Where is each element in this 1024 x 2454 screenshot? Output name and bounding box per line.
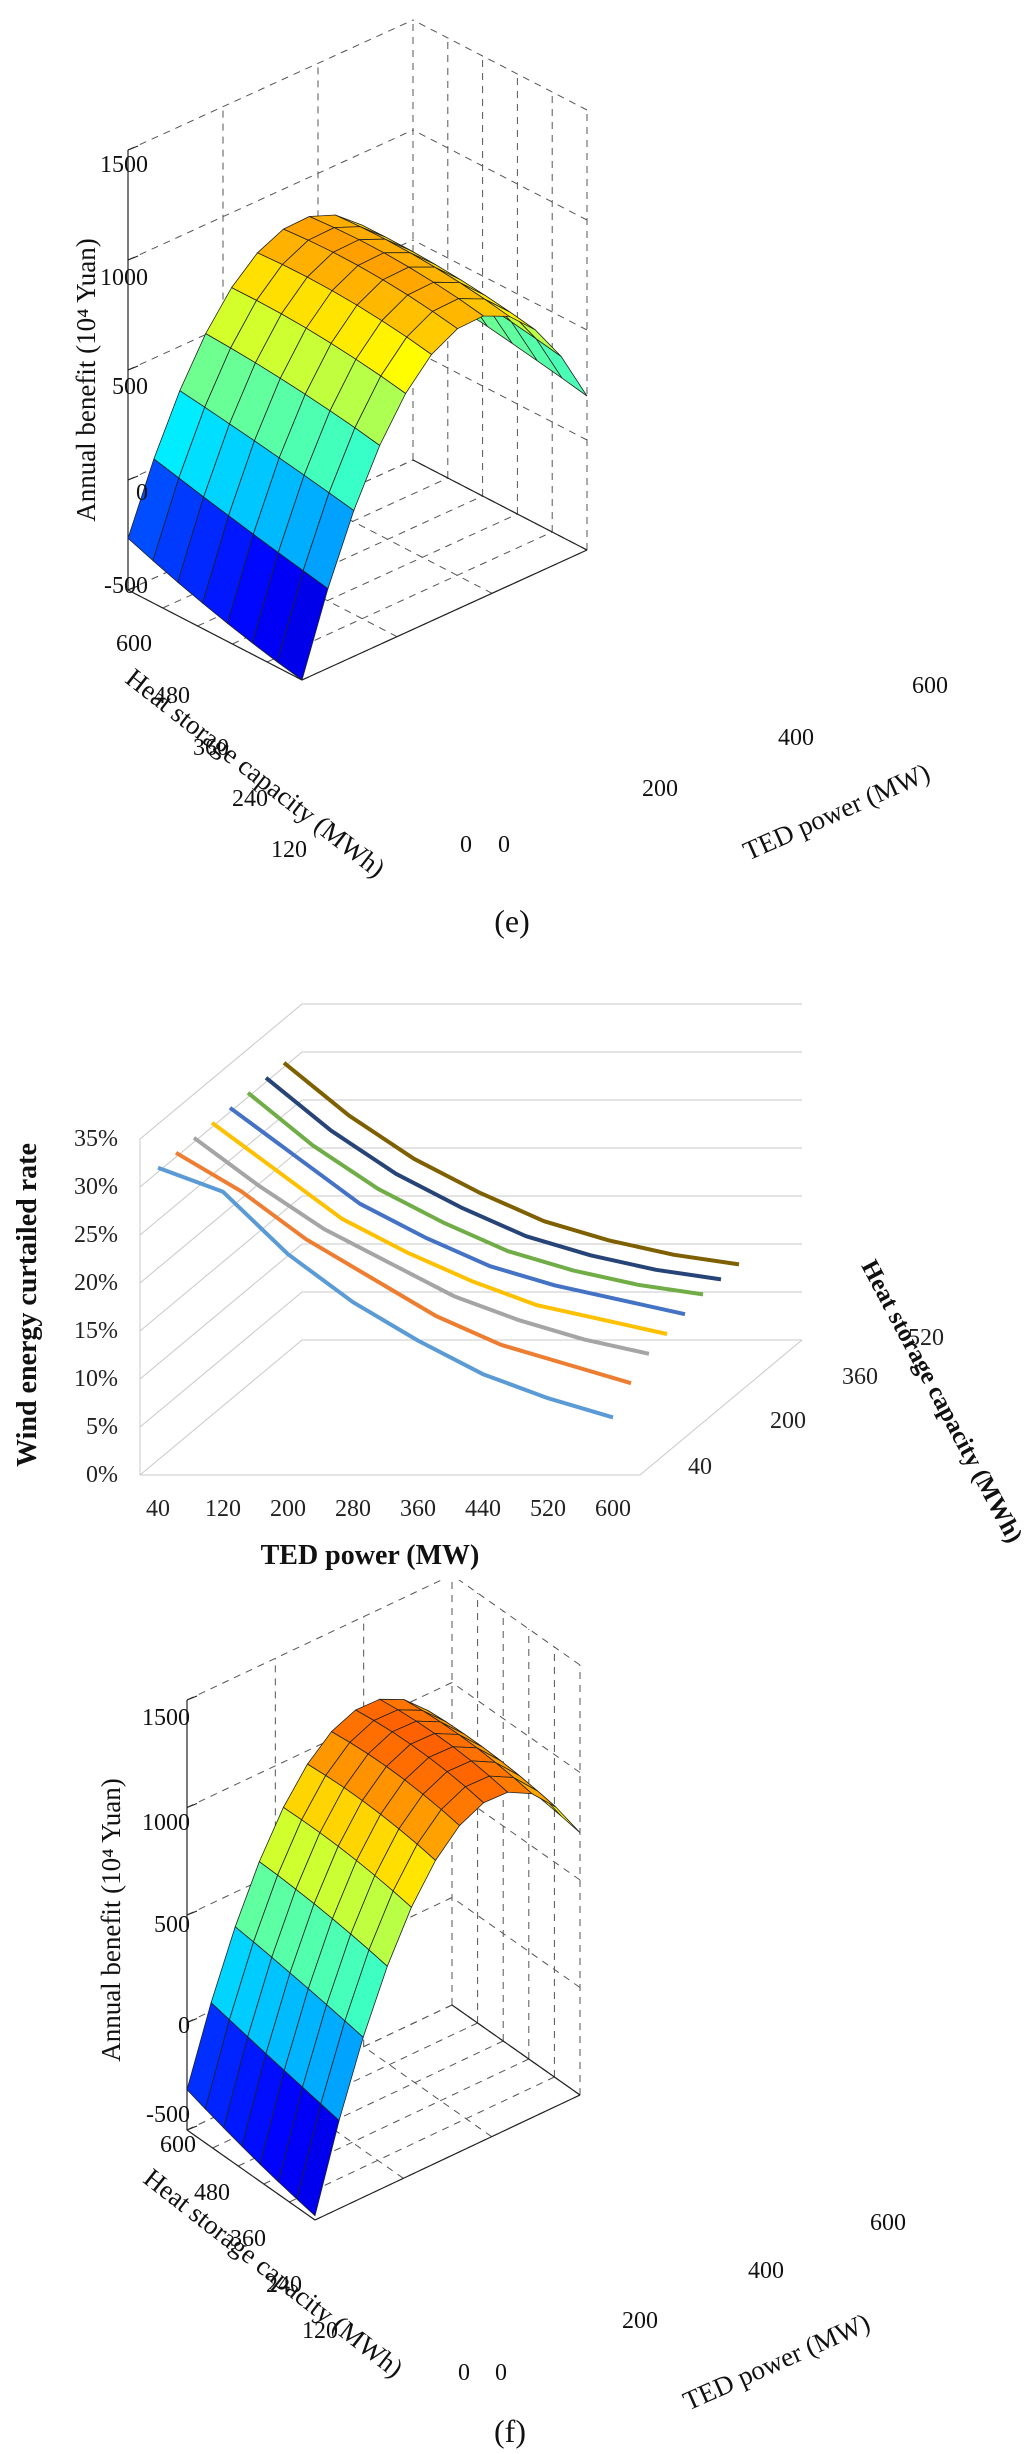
f-y-axis-label: Heat storage capacity (MWh) (138, 2163, 409, 2384)
m-y-tick: 30% (74, 1174, 118, 1200)
f-y-tick: 600 (160, 2132, 196, 2158)
e-caption: (e) (494, 903, 530, 939)
m-y-tick: 25% (74, 1222, 118, 1248)
series-line (192, 1136, 650, 1356)
m-x-tick: 200 (270, 1496, 306, 1522)
e-z-tick: 500 (112, 374, 148, 400)
e-z-tick: 0 (136, 480, 148, 506)
e-x-tick: 200 (642, 776, 678, 802)
curtailment-line-chart: 0% 5% 10% 15% 20% 25% 30% 35% 40 120 200… (0, 960, 1024, 1580)
m-z-tick: 360 (842, 1364, 878, 1390)
f-x-tick: 0 (495, 2360, 507, 2386)
series-line (228, 1106, 686, 1317)
e-y-tick: 0 (460, 832, 472, 858)
f-z-tick: 0 (178, 2013, 190, 2039)
f-caption: (f) (494, 2413, 526, 2449)
m-x-tick: 120 (205, 1496, 241, 1522)
m-x-ticks: 40 120 200 280 360 440 520 600 (146, 1496, 631, 1522)
f-y-tick: 360 (230, 2226, 266, 2252)
m-y-tick: 0% (86, 1462, 118, 1488)
f-surface (186, 1698, 581, 2217)
f-z-tick: 1500 (142, 1705, 190, 1731)
m-x-tick: 40 (146, 1496, 170, 1522)
f-z-tick: 500 (154, 1912, 190, 1938)
series-line (282, 1061, 740, 1267)
e-x-ticks: 0 200 400 600 (498, 673, 948, 858)
curtailment-line-chart-svg: 0% 5% 10% 15% 20% 25% 30% 35% 40 120 200… (12, 1003, 1024, 1571)
e-x-axis-label: TED power (MW) (738, 757, 934, 866)
m-x-tick: 360 (400, 1496, 436, 1522)
e-x-tick: 600 (912, 673, 948, 699)
e-y-tick: 600 (116, 631, 152, 657)
e-y-tick: 240 (232, 786, 268, 812)
m-lines (157, 1061, 740, 1420)
f-y-tick: 480 (194, 2180, 230, 2206)
e-grid (127, 19, 588, 681)
e-x-tick: 400 (778, 725, 814, 751)
f-z-axis-label: Annual benefit (10⁴ Yuan) (96, 1778, 126, 2062)
m-z-axis-label: Heat storage capacity (MWh) (856, 1256, 1024, 1548)
e-y-tick: 360 (193, 735, 229, 761)
e-y-axis-label: Heat storage capacity (MWh) (120, 663, 391, 884)
series-line (210, 1121, 668, 1336)
m-x-tick: 520 (530, 1496, 566, 1522)
f-x-axis-label: TED power (MW) (678, 2307, 874, 2416)
f-z-ticks: -500 0 500 1000 1500 (142, 1705, 190, 2128)
surface-chart-f-svg: -500 0 500 1000 1500 600 480 360 240 120… (96, 1580, 906, 2449)
m-z-ticks: 40 200 360 520 (688, 1325, 944, 1480)
m-z-tick: 200 (770, 1408, 806, 1434)
e-z-tick: 1000 (100, 265, 148, 291)
m-y-ticks: 0% 5% 10% 15% 20% 25% 30% 35% (74, 1126, 118, 1488)
m-y-tick: 35% (74, 1126, 118, 1152)
f-x-tick: 600 (870, 2210, 906, 2236)
m-x-axis-label: TED power (MW) (261, 1540, 480, 1571)
e-z-axis-label: Annual benefit (10⁴ Yuan) (71, 238, 101, 522)
series-line (246, 1091, 704, 1297)
f-y-tick: 240 (266, 2272, 302, 2298)
surface-chart-e: -500 0 500 1000 1500 600 480 360 240 120… (0, 0, 1024, 960)
m-x-tick: 440 (465, 1496, 501, 1522)
m-x-tick: 280 (335, 1496, 371, 1522)
m-y-tick: 20% (74, 1270, 118, 1296)
m-y-axis-label: Wind energy curtailed rate (12, 1143, 43, 1467)
m-y-tick: 15% (74, 1318, 118, 1344)
m-z-tick: 520 (908, 1325, 944, 1351)
surface-chart-e-svg: -500 0 500 1000 1500 600 480 360 240 120… (71, 19, 948, 939)
m-x-tick: 600 (595, 1496, 631, 1522)
m-z-tick: 40 (688, 1454, 712, 1480)
f-x-tick: 400 (748, 2258, 784, 2284)
surface-cell (276, 570, 329, 681)
e-z-ticks: -500 0 500 1000 1500 (100, 152, 148, 599)
f-y-tick: 0 (458, 2360, 470, 2386)
surface-chart-f: -500 0 500 1000 1500 600 480 360 240 120… (0, 1580, 1024, 2454)
series-line (157, 1165, 614, 1420)
m-y-tick: 5% (86, 1414, 118, 1440)
e-z-tick: -500 (104, 573, 148, 599)
f-x-ticks: 0 200 400 600 (495, 2210, 906, 2386)
e-y-ticks: 600 480 360 240 120 0 (116, 631, 472, 863)
e-surface (127, 214, 588, 681)
series-line (264, 1076, 722, 1282)
f-z-tick: -500 (146, 2102, 190, 2128)
surface-cell (296, 2103, 340, 2217)
surface-cell (535, 338, 588, 397)
e-x-tick: 0 (498, 832, 510, 858)
series-line (174, 1151, 632, 1386)
m-y-tick: 10% (74, 1366, 118, 1392)
e-z-tick: 1500 (100, 152, 148, 178)
f-y-tick: 120 (302, 2318, 338, 2344)
f-x-tick: 200 (622, 2308, 658, 2334)
m-grid (139, 1003, 803, 1476)
e-y-tick: 480 (154, 683, 190, 709)
e-y-tick: 120 (271, 837, 307, 863)
f-y-ticks: 600 480 360 240 120 0 (160, 2132, 470, 2386)
f-z-tick: 1000 (142, 1810, 190, 1836)
